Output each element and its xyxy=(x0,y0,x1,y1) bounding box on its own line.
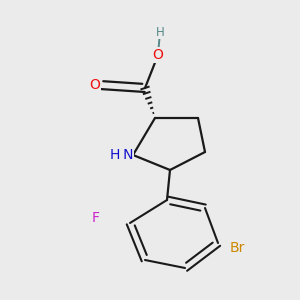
Text: O: O xyxy=(153,48,164,62)
Text: Br: Br xyxy=(230,241,245,255)
Text: H N: H N xyxy=(110,148,133,162)
Text: H N: H N xyxy=(110,148,133,162)
Text: O: O xyxy=(89,78,100,92)
Text: H: H xyxy=(156,26,164,38)
Text: Br: Br xyxy=(230,241,245,255)
Text: F: F xyxy=(92,211,100,225)
Text: F: F xyxy=(92,211,100,225)
